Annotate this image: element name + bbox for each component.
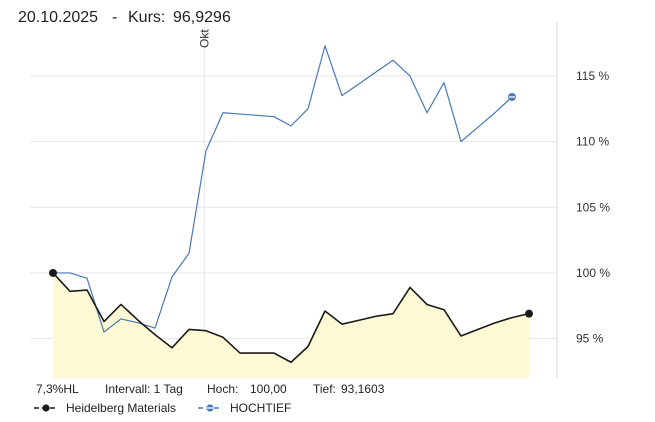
start-point-marker <box>49 268 57 277</box>
header-date: 20.10.2025 <box>18 9 98 26</box>
low-label: Tief: <box>313 382 336 396</box>
legend-heidelberg-label: Heidelberg Materials <box>66 401 176 415</box>
heidelberg-end-marker <box>525 309 533 318</box>
legend-heidelberg-marker <box>42 404 50 412</box>
y-tick-label: 110 % <box>576 135 609 149</box>
legend: Heidelberg Materials HOCHTIEF <box>34 401 291 415</box>
low-value: 93,1603 <box>341 382 385 396</box>
range-label: 7,3%HL <box>36 382 79 396</box>
high-value: 100,00 <box>250 382 287 396</box>
header-kurs-label: Kurs: <box>128 9 165 26</box>
heidelberg-line <box>52 272 530 364</box>
legend-item-heidelberg[interactable]: Heidelberg Materials <box>34 401 176 415</box>
header-separator: - <box>112 9 117 26</box>
legend-hochtief-label: HOCHTIEF <box>230 401 291 415</box>
y-tick-label: 115 % <box>576 69 609 83</box>
y-axis-ticks: 95 % 100 % 105 % 110 % 115 % <box>576 69 610 346</box>
heidelberg-area <box>53 272 529 378</box>
y-tick-label: 105 % <box>576 200 610 214</box>
y-tick-label: 95 % <box>576 332 604 346</box>
interval-label: Intervall: 1 Tag <box>105 382 183 396</box>
x-tick-label: Okt <box>197 29 211 48</box>
hochtief-line <box>53 45 513 333</box>
x-axis-ticks: Okt <box>197 29 211 48</box>
legend-item-hochtief[interactable]: HOCHTIEF <box>198 401 291 415</box>
high-label: Hoch: <box>207 382 238 396</box>
series-layer <box>49 45 533 364</box>
area-fill-layer <box>53 272 529 378</box>
header-kurs-value: 96,9296 <box>173 9 231 26</box>
y-tick-label: 100 % <box>576 266 610 280</box>
